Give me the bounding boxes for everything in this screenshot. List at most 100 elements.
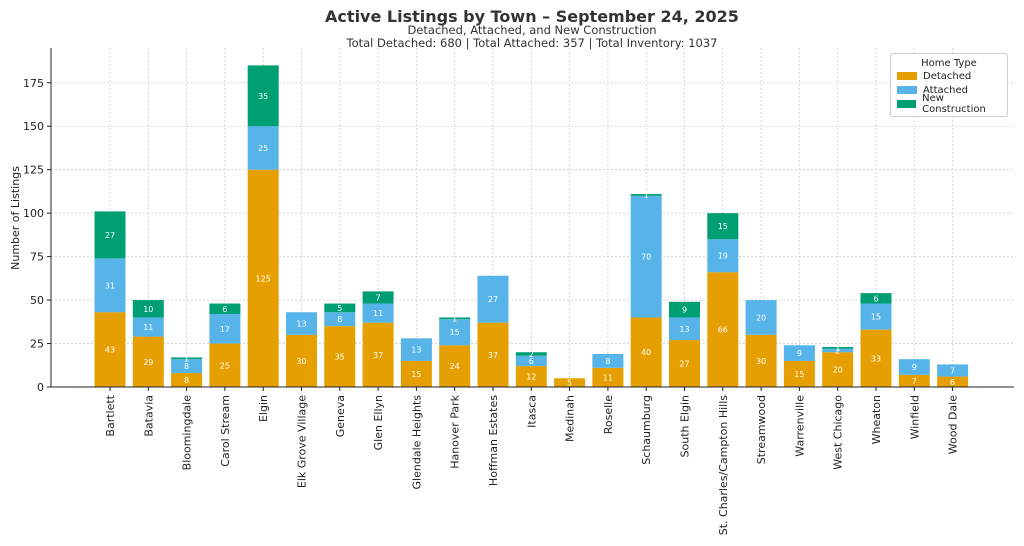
bar-value-label: 27 bbox=[488, 295, 498, 304]
bar-value-label: 12 bbox=[526, 373, 536, 382]
bar-attached bbox=[171, 359, 203, 374]
legend-swatch-new-construction bbox=[897, 100, 917, 108]
bar-new-construction bbox=[132, 300, 164, 318]
chart-totals: Total Detached: 680 | Total Attached: 35… bbox=[346, 36, 718, 50]
bar-layer: 4331272911108812517612525353013358537117… bbox=[94, 65, 969, 388]
x-tick-label: Bartlett bbox=[104, 394, 117, 436]
bar-attached bbox=[707, 239, 739, 273]
bar-value-label: 6 bbox=[529, 357, 534, 366]
y-tick-label: 75 bbox=[30, 251, 44, 264]
bar-attached bbox=[783, 345, 815, 361]
y-tick-label: 125 bbox=[23, 164, 44, 177]
bar-value-label: 6 bbox=[222, 305, 227, 314]
legend-label-new-construction: New Construction bbox=[922, 93, 986, 115]
bar-value-label: 35 bbox=[258, 92, 268, 101]
y-tick-label: 100 bbox=[23, 207, 44, 220]
bar-detached bbox=[783, 360, 815, 387]
bar-value-label: 33 bbox=[871, 354, 881, 363]
bar-value-label: 1 bbox=[184, 354, 189, 363]
bar-value-label: 1 bbox=[835, 344, 840, 353]
bar-new-construction bbox=[362, 291, 394, 304]
bar-value-label: 2 bbox=[529, 350, 534, 359]
legend-label-detached: Detached bbox=[923, 70, 972, 82]
bar-value-label: 15 bbox=[794, 370, 804, 379]
bar-value-label: 30 bbox=[296, 357, 306, 366]
bar-value-label: 30 bbox=[756, 357, 766, 366]
bar-value-label: 35 bbox=[335, 353, 345, 362]
bar-attached bbox=[515, 355, 547, 367]
bar-value-label: 25 bbox=[220, 361, 230, 370]
bar-new-construction bbox=[822, 347, 854, 349]
bar-attached bbox=[209, 313, 241, 344]
bar-value-label: 11 bbox=[143, 323, 153, 332]
legend: Home Type Detached Attached New Construc… bbox=[890, 53, 1008, 117]
x-tick-label: South Elgin bbox=[679, 395, 692, 458]
x-tick-label: Carol Stream bbox=[219, 395, 232, 467]
bar-value-label: 6 bbox=[873, 294, 878, 303]
bar-value-label: 15 bbox=[718, 222, 728, 231]
bar-detached bbox=[592, 367, 624, 387]
bar-attached bbox=[477, 275, 509, 323]
bar-value-label: 7 bbox=[912, 377, 917, 386]
bar-value-label: 6 bbox=[950, 378, 955, 387]
x-tick-label: Batavia bbox=[142, 395, 155, 437]
legend-swatch-attached bbox=[897, 86, 917, 94]
bar-detached bbox=[822, 352, 854, 387]
bar-attached bbox=[860, 303, 892, 330]
bar-value-label: 20 bbox=[756, 313, 766, 322]
bar-value-label: 7 bbox=[376, 293, 381, 302]
chart-title: Active Listings by Town – September 24, … bbox=[325, 7, 739, 26]
bar-value-label: 125 bbox=[256, 274, 271, 283]
bar-new-construction bbox=[94, 211, 126, 259]
bar-value-label: 15 bbox=[450, 328, 460, 337]
bar-value-label: 25 bbox=[258, 144, 268, 153]
legend-title: Home Type bbox=[921, 58, 977, 69]
bar-value-label: 8 bbox=[605, 357, 610, 366]
bar-value-label: 24 bbox=[450, 362, 460, 371]
x-tick-label: Wheaton bbox=[870, 395, 883, 444]
legend-swatch-detached bbox=[897, 72, 917, 80]
bar-value-label: 13 bbox=[296, 320, 306, 329]
bar-value-label: 27 bbox=[105, 231, 115, 240]
bar-detached bbox=[286, 334, 317, 387]
bar-new-construction bbox=[707, 213, 739, 240]
bar-attached bbox=[247, 126, 279, 170]
bar-detached bbox=[554, 378, 586, 387]
bar-value-label: 1 bbox=[644, 191, 649, 200]
y-tick-label: 175 bbox=[23, 77, 44, 90]
x-tick-label: West Chicago bbox=[832, 395, 845, 470]
bar-detached bbox=[898, 374, 930, 387]
bar-detached bbox=[324, 326, 356, 387]
bar-detached bbox=[209, 343, 241, 387]
bar-detached bbox=[515, 366, 547, 387]
x-tick-label: Winfield bbox=[908, 395, 921, 439]
bar-detached bbox=[132, 336, 164, 387]
y-tick-label: 0 bbox=[37, 381, 44, 394]
bar-attached bbox=[400, 338, 432, 361]
bar-value-label: 10 bbox=[143, 305, 153, 314]
bar-value-label: 31 bbox=[105, 281, 115, 290]
bar-detached bbox=[247, 169, 279, 387]
bar-value-label: 9 bbox=[682, 306, 687, 315]
y-tick-label: 50 bbox=[30, 294, 44, 307]
bar-value-label: 20 bbox=[833, 366, 843, 375]
x-tick-label: Medinah bbox=[564, 395, 577, 442]
chart-subtitle: Detached, Attached, and New Construction bbox=[407, 23, 657, 37]
x-tick-label: St. Charles/Campton Hills bbox=[717, 395, 730, 536]
bar-value-label: 8 bbox=[184, 376, 189, 385]
legend-item-new-construction: New Construction bbox=[897, 93, 1007, 115]
bar-value-label: 9 bbox=[912, 363, 917, 372]
bar-detached bbox=[669, 340, 700, 387]
bar-value-label: 43 bbox=[105, 346, 115, 355]
bar-value-label: 40 bbox=[641, 348, 651, 357]
bar-value-label: 5 bbox=[337, 304, 342, 313]
bar-value-label: 15 bbox=[411, 370, 421, 379]
y-tick-label: 150 bbox=[23, 120, 44, 133]
bar-new-construction bbox=[171, 357, 203, 360]
bar-attached bbox=[937, 364, 969, 377]
bar-detached bbox=[400, 360, 432, 387]
bar-attached bbox=[592, 353, 624, 368]
x-tick-label: Hanover Park bbox=[449, 394, 462, 468]
bar-attached bbox=[745, 300, 777, 335]
bar-value-label: 7 bbox=[950, 366, 955, 375]
